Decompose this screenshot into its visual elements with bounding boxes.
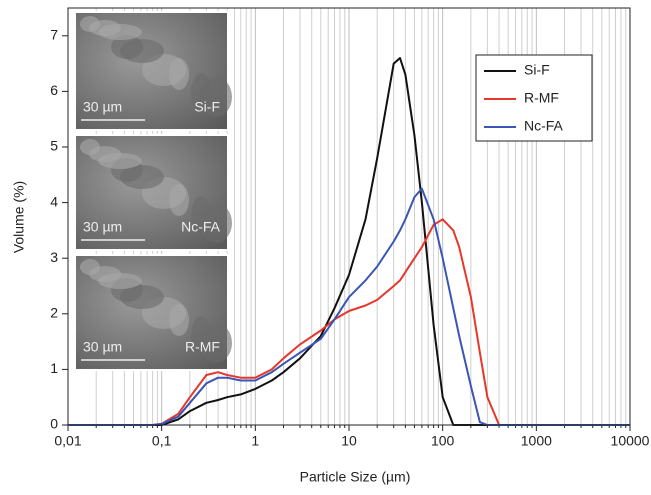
micrograph-texture [169,304,189,336]
micrograph-texture [169,58,189,90]
micrograph-texture [120,285,164,309]
micrograph-label: Nc-FA [181,219,221,235]
y-axis-title: Volume (%) [11,181,27,253]
legend-label: Si-F [524,62,550,78]
x-axis-title: Particle Size (µm) [300,469,411,485]
y-tick-label: 0 [50,416,58,432]
y-tick-label: 7 [50,27,58,43]
y-tick-label: 2 [50,305,58,321]
scale-bar-label: 30 µm [83,99,122,115]
micrograph-label: Si-F [194,99,220,115]
data-line [68,218,630,426]
y-tick-label: 6 [50,82,58,98]
y-tick-label: 1 [50,360,58,376]
scale-bar-label: 30 µm [83,219,122,235]
micrograph-texture [200,203,232,243]
micrograph-texture [169,184,189,216]
x-tick-label: 1 [251,433,259,449]
y-tick-label: 3 [50,249,58,265]
x-tick-label: 0,1 [152,433,172,449]
micrograph-texture [120,165,164,189]
x-tick-label: 0,01 [54,433,81,449]
micrograph-texture [200,323,232,363]
y-tick-label: 4 [50,193,58,209]
x-tick-label: 1000 [521,433,552,449]
micrograph-texture [98,153,142,169]
scale-bar-label: 30 µm [83,339,122,355]
micrograph-texture [200,77,232,117]
legend-label: Nc-FA [524,118,564,134]
data-line [68,187,630,426]
micrograph-label: R-MF [185,339,220,355]
legend-label: R-MF [524,90,559,106]
y-tick-label: 5 [50,138,58,154]
x-tick-label: 100 [431,433,455,449]
x-tick-label: 10 [341,433,357,449]
x-tick-label: 10000 [611,433,650,449]
plot-frame [67,7,631,426]
micrograph-texture [120,39,164,63]
micrograph-texture [98,24,142,40]
micrograph-texture [98,273,142,289]
